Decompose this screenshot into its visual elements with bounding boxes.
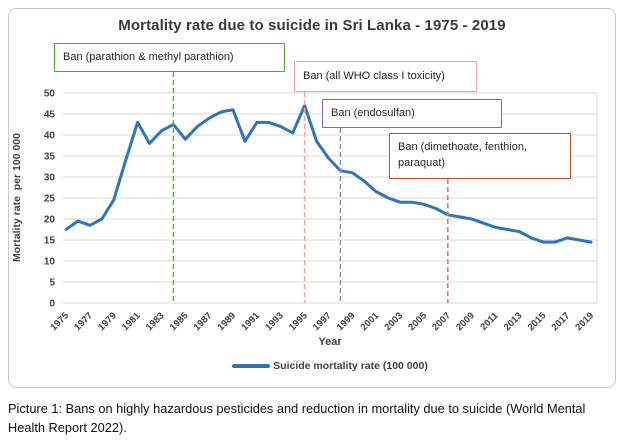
figure-caption: Picture 1: Bans on highly hazardous pest… bbox=[8, 401, 586, 436]
ban-annotation-who-class-1-label: Ban (all WHO class I toxicity) bbox=[303, 69, 445, 82]
chart-title: Mortality rate due to suicide in Sri Lan… bbox=[118, 17, 506, 34]
x-axis-title: Year bbox=[318, 336, 342, 348]
ban-annotation-who-class-1: Ban (all WHO class I toxicity) bbox=[294, 61, 477, 92]
ban-annotation-parathion-label: Ban (parathion & methyl parathion) bbox=[63, 50, 234, 63]
svg-text:5: 5 bbox=[49, 278, 55, 289]
legend-label: Suicide mortality rate (100 000) bbox=[273, 360, 428, 372]
svg-text:2003: 2003 bbox=[382, 310, 405, 333]
svg-text:1995: 1995 bbox=[287, 310, 310, 333]
legend: Suicide mortality rate (100 000) bbox=[63, 360, 597, 372]
svg-text:2007: 2007 bbox=[430, 310, 453, 333]
svg-text:2001: 2001 bbox=[359, 310, 382, 333]
svg-text:2011: 2011 bbox=[478, 310, 501, 333]
svg-text:1975: 1975 bbox=[48, 310, 71, 333]
svg-text:1997: 1997 bbox=[311, 310, 334, 333]
legend-line-swatch bbox=[232, 364, 271, 368]
svg-text:2009: 2009 bbox=[454, 310, 477, 333]
svg-text:1981: 1981 bbox=[120, 310, 143, 333]
svg-text:1983: 1983 bbox=[144, 310, 167, 333]
svg-text:25: 25 bbox=[44, 194, 56, 205]
plot-area: 0 5 10 15 20 25 30 35 40 45 50 1975 1977 1979 1981 1983… bbox=[44, 72, 598, 333]
svg-text:45: 45 bbox=[44, 110, 56, 121]
svg-text:1993: 1993 bbox=[263, 310, 286, 333]
svg-text:20: 20 bbox=[44, 215, 56, 226]
svg-text:0: 0 bbox=[49, 299, 55, 310]
svg-text:2005: 2005 bbox=[406, 310, 429, 333]
svg-text:2019: 2019 bbox=[573, 310, 596, 333]
svg-text:50: 50 bbox=[44, 89, 56, 100]
svg-text:15: 15 bbox=[44, 236, 56, 247]
svg-text:1985: 1985 bbox=[168, 310, 191, 333]
ban-annotation-endosulfan-label: Ban (endosulfan) bbox=[331, 106, 415, 119]
svg-text:1991: 1991 bbox=[239, 310, 262, 333]
svg-text:35: 35 bbox=[44, 152, 56, 163]
svg-text:10: 10 bbox=[44, 257, 56, 268]
ban-annotation-dimethoate-label: Ban (dimethoate, fenthion, paraquat) bbox=[398, 141, 528, 169]
ban-annotation-parathion: Ban (parathion & methyl parathion) bbox=[54, 43, 285, 72]
y-axis-title: Mortality rate per 100 000 bbox=[11, 133, 23, 263]
svg-text:1999: 1999 bbox=[335, 310, 358, 333]
svg-text:1977: 1977 bbox=[72, 310, 95, 333]
ban-annotation-dimethoate: Ban (dimethoate, fenthion, paraquat) bbox=[389, 133, 571, 179]
svg-text:1987: 1987 bbox=[192, 310, 215, 333]
svg-text:40: 40 bbox=[44, 131, 56, 142]
svg-text:30: 30 bbox=[44, 173, 56, 184]
svg-text:1979: 1979 bbox=[96, 310, 119, 333]
svg-text:2017: 2017 bbox=[550, 310, 573, 333]
svg-text:2015: 2015 bbox=[526, 310, 549, 333]
ban-annotation-endosulfan: Ban (endosulfan) bbox=[322, 99, 502, 128]
svg-text:2013: 2013 bbox=[502, 310, 525, 333]
chart-figure: Mortality rate due to suicide in Sri Lan… bbox=[8, 8, 616, 388]
svg-text:1989: 1989 bbox=[215, 310, 238, 333]
